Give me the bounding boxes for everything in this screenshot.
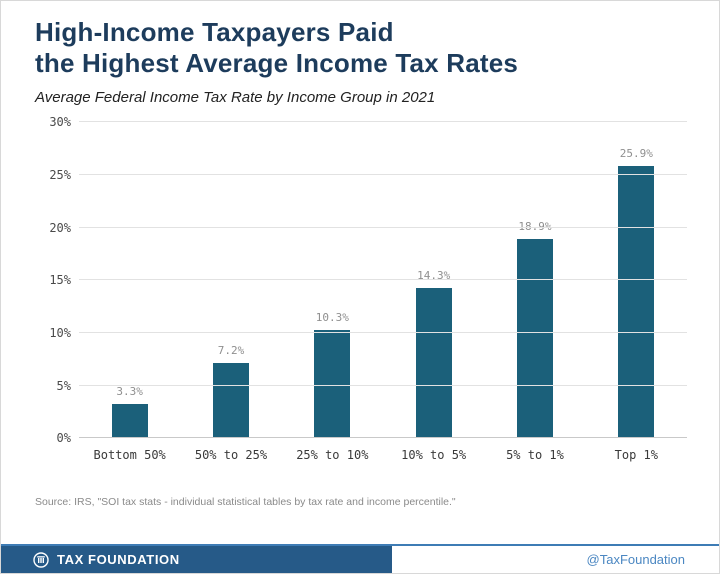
x-axis-category-label: 10% to 5% [401, 448, 467, 463]
chart-header: High-Income Taxpayers Paid the Highest A… [1, 1, 719, 106]
gridline [79, 279, 687, 281]
bar-chart: 3.3% 7.2% 10.3% 14.3% 18.9% 25.9% 0% 5% 10% 15% 2… [29, 115, 691, 462]
gridline [79, 121, 687, 123]
bar-column: 14.3% [383, 122, 484, 439]
gridline [79, 332, 687, 334]
bar-value-label: 3.3% [116, 384, 143, 398]
gridline [79, 437, 687, 439]
y-axis-tick-label: 0% [56, 431, 71, 446]
bar [516, 239, 553, 439]
plot-area: 3.3% 7.2% 10.3% 14.3% 18.9% 25.9% 0% 5% 10% 15% 2… [49, 115, 687, 445]
brand-name: TAX FOUNDATION [57, 552, 180, 567]
bar-value-label: 14.3% [417, 268, 451, 282]
twitter-handle: @TaxFoundation [586, 552, 685, 567]
gridline [79, 226, 687, 228]
bar-column: 25.9% [586, 122, 687, 439]
y-axis-tick-label: 15% [49, 273, 71, 288]
bar [212, 362, 249, 439]
bar-column: 3.3% [79, 122, 180, 439]
gridline [79, 384, 687, 386]
x-axis-category-label: 5% to 1% [506, 448, 564, 463]
x-axis-labels: Bottom 50% 50% to 25% 25% to 10% 10% to 5% 5… [79, 448, 687, 462]
bar-column: 10.3% [282, 122, 383, 439]
bar [415, 287, 452, 439]
source-note: Source: IRS, "SOI tax stats - individual… [35, 496, 456, 509]
bar [314, 329, 351, 439]
x-axis-category-label: 50% to 25% [194, 448, 268, 463]
chart-title-line2: the Highest Average Income Tax Rates [35, 48, 519, 79]
y-axis-tick-label: 10% [49, 326, 71, 341]
bar-column: 7.2% [180, 122, 281, 439]
bars-row: 3.3% 7.2% 10.3% 14.3% 18.9% 25.9% [79, 122, 687, 439]
y-axis-tick-label: 20% [49, 220, 71, 235]
x-axis-category-label: Top 1% [614, 448, 658, 463]
bar-value-label: 10.3% [315, 310, 349, 324]
chart-title: High-Income Taxpayers Paid the Highest A… [35, 17, 685, 79]
bar-column: 18.9% [484, 122, 585, 439]
tax-foundation-logo-icon [33, 551, 49, 568]
footer: TAX FOUNDATION @TaxFoundation [1, 544, 719, 573]
bar [111, 403, 148, 439]
bar-value-label: 25.9% [619, 146, 653, 160]
x-axis-category-label: 25% to 10% [296, 448, 369, 463]
bar-value-label: 7.2% [217, 343, 245, 357]
x-axis-category-label: Bottom 50% [93, 448, 166, 463]
y-axis-tick-label: 5% [56, 378, 71, 393]
brand-band: TAX FOUNDATION [1, 546, 392, 573]
chart-subtitle: Average Federal Income Tax Rate by Incom… [35, 89, 436, 107]
y-axis-tick-label: 30% [49, 115, 71, 130]
bar [618, 165, 655, 439]
gridline [79, 174, 687, 176]
y-axis-tick-label: 25% [49, 168, 71, 183]
chart-title-line1: High-Income Taxpayers Paid [35, 17, 394, 47]
